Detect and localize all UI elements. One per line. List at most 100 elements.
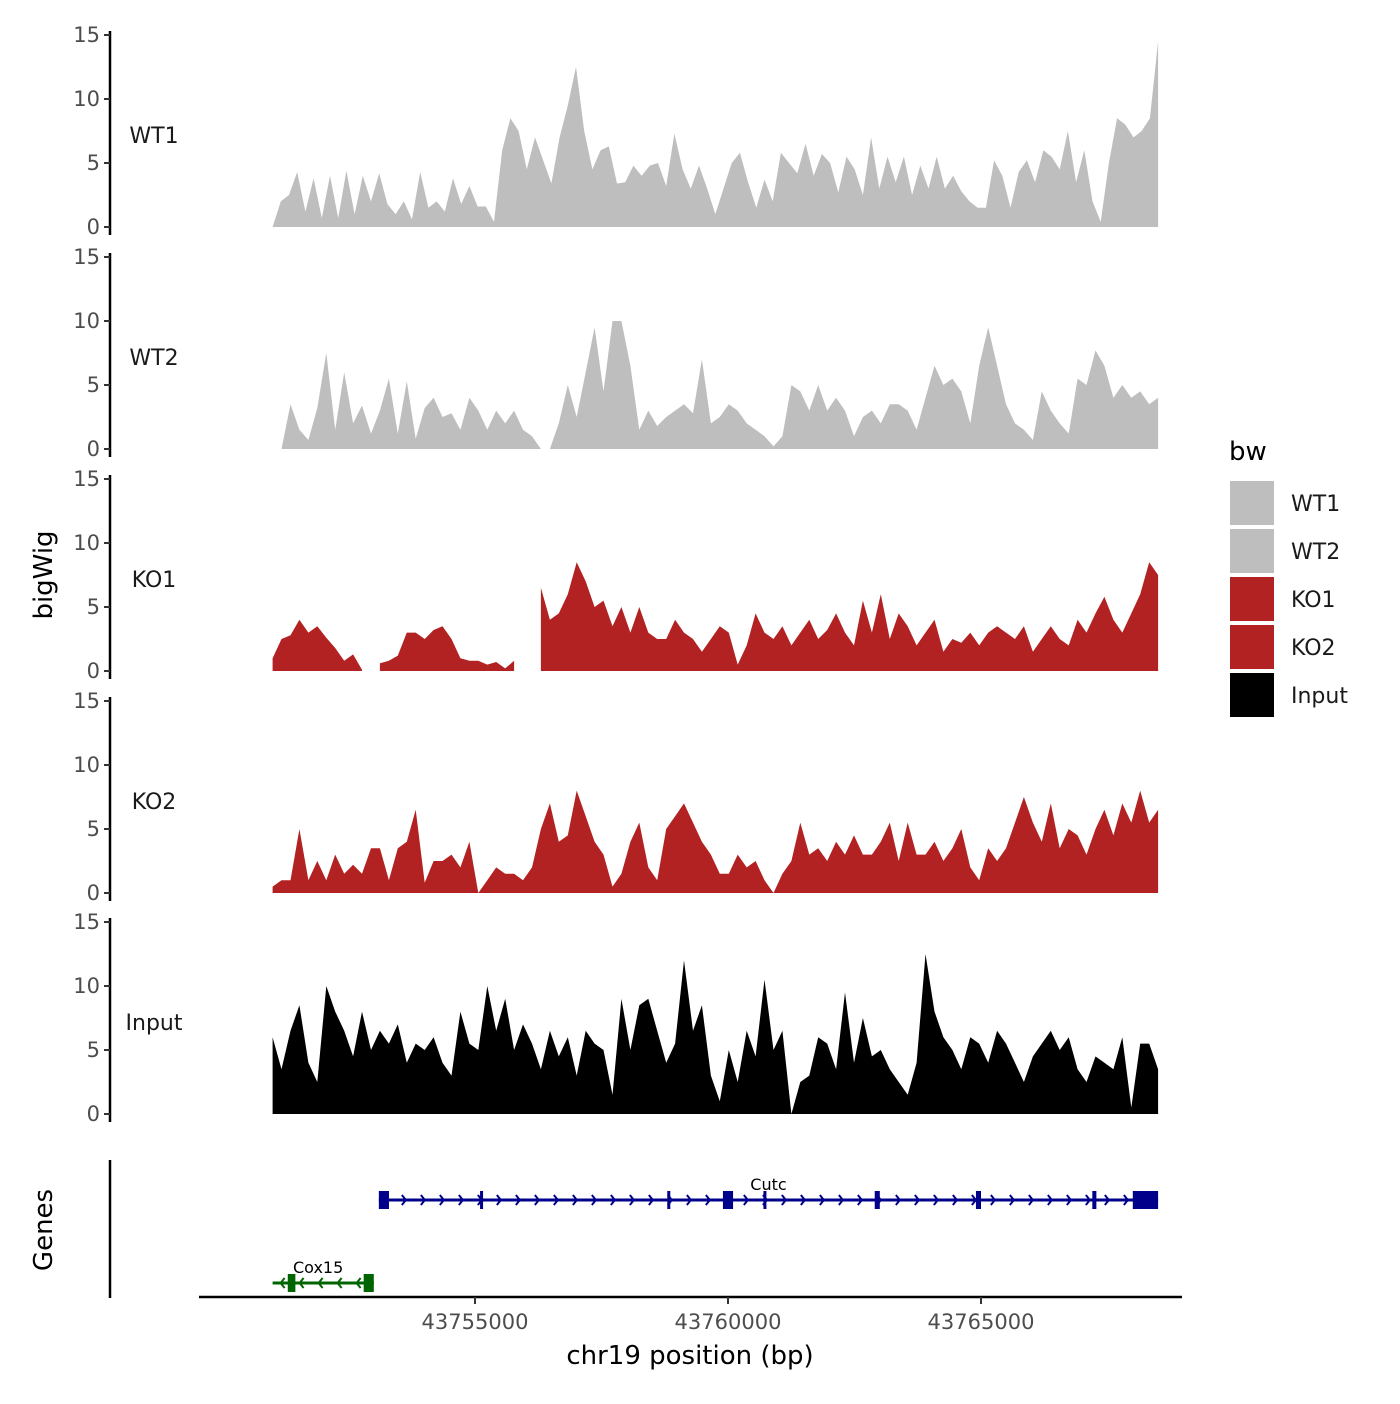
legend-swatch-input [1228, 671, 1276, 719]
strand-chevron [838, 1194, 845, 1206]
strand-chevron [705, 1194, 712, 1206]
y-tick-label: 0 [87, 215, 100, 239]
strand-chevron [952, 1194, 959, 1206]
strand-chevron [857, 1194, 864, 1206]
area-wt2 [272, 321, 1159, 449]
legend-swatch-ko2 [1228, 623, 1276, 671]
strand-chevron [1085, 1194, 1092, 1206]
y-tick-label: 0 [87, 1102, 100, 1126]
y-tick-label: 15 [73, 467, 100, 491]
y-tick-label: 15 [73, 245, 100, 269]
strand-chevron [1047, 1194, 1054, 1206]
y-tick-label: 10 [73, 87, 100, 111]
area-ko2 [272, 790, 1159, 893]
strand-chevron [279, 1277, 286, 1289]
track-label-ko2: KO2 [132, 790, 177, 815]
track-label-input: Input [126, 1011, 183, 1036]
strand-chevron [317, 1277, 324, 1289]
strand-chevron [1028, 1194, 1035, 1206]
y-tick-label: 10 [73, 753, 100, 777]
strand-chevron [1123, 1194, 1130, 1206]
gene-cox15: Cox15 [272, 1258, 374, 1292]
y-tick-label: 0 [87, 659, 100, 683]
area-ko1 [272, 562, 1159, 671]
track-wt2: 0 5 10 15 WT2 [73, 245, 1159, 461]
y-tick-label: 5 [87, 817, 100, 841]
x-tick-label: 43755000 [422, 1310, 529, 1334]
legend-label-ko2: KO2 [1291, 636, 1336, 661]
y-tick-label: 5 [87, 373, 100, 397]
exon-block [287, 1274, 296, 1292]
gene-name-label: Cutc [750, 1175, 786, 1194]
track-label-ko1: KO1 [132, 568, 177, 593]
y-tick-label: 5 [87, 151, 100, 175]
exon-block [1092, 1191, 1097, 1209]
y-axis-title: bigWig [29, 530, 59, 619]
gene-cutc: Cutc [378, 1175, 1159, 1209]
y-tick-label: 15 [73, 689, 100, 713]
strand-chevron [1009, 1194, 1016, 1206]
exon-block [722, 1191, 734, 1209]
strand-chevron [515, 1194, 522, 1206]
strand-chevron [819, 1194, 826, 1206]
strand-chevron [990, 1194, 997, 1206]
y-tick-label: 5 [87, 595, 100, 619]
strand-chevron [591, 1194, 598, 1206]
strand-chevron [686, 1194, 693, 1206]
y-tick-label: 10 [73, 974, 100, 998]
strand-chevron [781, 1194, 788, 1206]
exon-block [363, 1274, 374, 1292]
strand-chevron [553, 1194, 560, 1206]
y-tick-label: 10 [73, 309, 100, 333]
y-tick-label: 0 [87, 881, 100, 905]
exon-block [874, 1191, 880, 1209]
track-label-wt2: WT2 [129, 346, 178, 371]
y-tick-label: 0 [87, 437, 100, 461]
track-ko2: 0 5 10 15 KO2 [73, 689, 1159, 905]
strand-chevron [439, 1194, 446, 1206]
exon-block [1132, 1191, 1159, 1209]
strand-chevron [914, 1194, 921, 1206]
legend-label-input: Input [1291, 684, 1348, 709]
strand-chevron [895, 1194, 902, 1206]
strand-chevron [336, 1277, 343, 1289]
y-tick-label: 5 [87, 1038, 100, 1062]
area-input [272, 954, 1159, 1114]
track-label-wt1: WT1 [129, 124, 178, 149]
y-tick-label: 10 [73, 531, 100, 555]
track-ko1: 0 5 10 15 KO1 [73, 467, 1159, 683]
strand-chevron [933, 1194, 940, 1206]
strand-chevron [572, 1194, 579, 1206]
legend-swatch-ko1 [1228, 575, 1276, 623]
area-wt1 [272, 41, 1159, 228]
strand-chevron [648, 1194, 655, 1206]
strand-chevron [971, 1194, 978, 1206]
strand-chevron [355, 1277, 362, 1289]
track-wt1: 0 5 10 15 WT1 [73, 23, 1159, 239]
strand-chevron [629, 1194, 636, 1206]
legend-label-ko1: KO1 [1291, 588, 1336, 613]
strand-chevron [298, 1277, 305, 1289]
exon-block [480, 1191, 484, 1209]
gene-name-label: Cox15 [293, 1258, 343, 1277]
strand-chevron [800, 1194, 807, 1206]
track-input: 0 5 10 15 Input [73, 910, 1159, 1126]
legend-swatch-wt2 [1228, 527, 1276, 575]
strand-chevron [743, 1194, 750, 1206]
genes-track-title: Genes [29, 1189, 59, 1271]
legend: bw WT1 WT2 KO1 KO2 Input [1228, 437, 1348, 719]
legend-label-wt1: WT1 [1291, 492, 1340, 517]
strand-chevron [458, 1194, 465, 1206]
exon-block [378, 1191, 389, 1209]
exon-block [975, 1191, 981, 1209]
x-tick-label: 43760000 [675, 1310, 782, 1334]
strand-chevron [401, 1194, 408, 1206]
legend-swatch-wt1 [1228, 479, 1276, 527]
exon-block [667, 1191, 671, 1209]
x-tick-label: 43765000 [928, 1310, 1035, 1334]
y-tick-label: 15 [73, 910, 100, 934]
legend-title: bw [1229, 437, 1267, 467]
strand-chevron [610, 1194, 617, 1206]
legend-label-wt2: WT2 [1291, 540, 1340, 565]
